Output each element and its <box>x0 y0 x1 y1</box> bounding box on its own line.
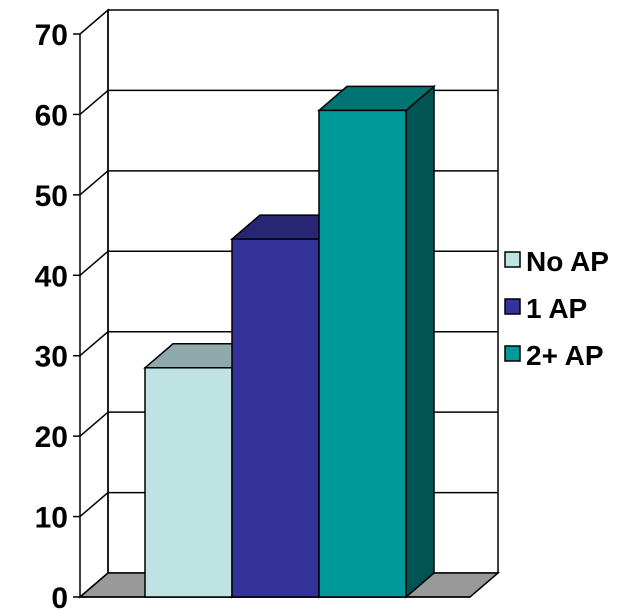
y-axis-ticks: 0 10 20 30 40 50 60 70 <box>35 19 80 610</box>
y-tick-label: 20 <box>35 421 68 454</box>
gridline-side <box>79 331 109 357</box>
legend-item: 2+ AP <box>504 340 604 371</box>
legend-label: 2+ AP <box>526 340 604 371</box>
gridline-side <box>79 492 109 518</box>
gridline-side <box>79 89 109 115</box>
legend-swatch <box>504 298 521 315</box>
bar-front <box>231 238 320 598</box>
legend-swatch <box>504 345 521 362</box>
gridline-side <box>79 411 109 437</box>
left-wall <box>79 8 109 599</box>
bar-front <box>144 367 233 598</box>
y-tick-label: 10 <box>35 502 68 535</box>
bars <box>142 84 437 599</box>
y-tick-label: 30 <box>35 341 68 374</box>
legend-item: 1 AP <box>504 293 587 324</box>
y-tick-label: 70 <box>35 19 68 52</box>
y-tick-label: 40 <box>35 260 68 293</box>
bar-front <box>318 109 407 598</box>
bar <box>316 84 437 599</box>
gridline-side <box>79 170 109 196</box>
y-tick-label: 60 <box>35 99 68 132</box>
y-tick-label: 0 <box>51 582 68 610</box>
legend-label: 1 AP <box>526 293 587 324</box>
bar-side <box>405 84 435 599</box>
y-tick-label: 50 <box>35 180 68 213</box>
legend-item: No AP <box>504 246 609 277</box>
gridline-side <box>79 250 109 276</box>
legend: No AP 1 AP 2+ AP <box>504 246 609 371</box>
legend-swatch <box>504 251 521 268</box>
legend-label: No AP <box>526 246 609 277</box>
